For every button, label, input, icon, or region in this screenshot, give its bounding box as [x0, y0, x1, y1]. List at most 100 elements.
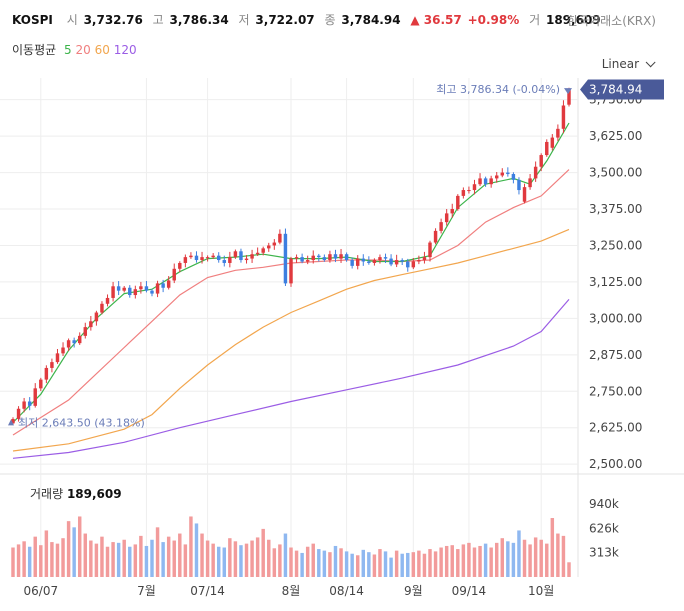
candle [545, 139, 549, 157]
candle-body [305, 260, 310, 262]
candle [339, 248, 343, 263]
candle [383, 253, 388, 263]
volume-bar [128, 546, 132, 577]
candle [406, 258, 410, 272]
candle [411, 258, 416, 270]
volume-bar [389, 557, 393, 577]
candle-body [355, 258, 360, 266]
volume-bar [289, 547, 293, 577]
candle [561, 100, 566, 134]
volume-bar [100, 536, 104, 577]
candle [522, 183, 527, 204]
price-tick-label: 2,500.00 [589, 457, 642, 471]
time-tick-label: 09/14 [452, 584, 487, 598]
volume-bar [439, 547, 443, 577]
candle [178, 261, 182, 273]
time-tick-label: 8월 [282, 584, 301, 598]
candle-body [461, 190, 466, 196]
candle [200, 251, 204, 264]
candle [533, 161, 538, 182]
volume-bar [161, 542, 165, 577]
candle [61, 342, 65, 356]
volume-panel-value: 189,609 [66, 487, 122, 501]
volume-panel-title: 거래량 [30, 487, 64, 501]
candle [228, 251, 232, 268]
candle [172, 263, 176, 284]
volume-bar [561, 535, 566, 577]
candle-body [261, 248, 265, 253]
volume-bar [178, 533, 182, 577]
volume-bar [194, 523, 199, 577]
volume-bar [239, 545, 243, 577]
volume-bar [461, 544, 466, 577]
candle [161, 279, 165, 293]
candle [294, 254, 299, 263]
candle-body [116, 286, 121, 291]
time-tick-label: 7월 [137, 584, 156, 598]
volume-bar [556, 533, 560, 577]
volume-bar [500, 538, 505, 577]
exchange-name: 한국거래소(KRX) [567, 14, 656, 28]
volume-bar [400, 553, 404, 577]
candle [222, 255, 227, 267]
volume-bar [50, 542, 54, 577]
candle [94, 310, 99, 326]
candle-body [472, 184, 477, 191]
volume-bar [355, 555, 360, 577]
candle-body [350, 260, 354, 266]
candle-body [489, 178, 493, 185]
moving-average-title: 이동평균 [12, 43, 57, 57]
volume-bar [83, 533, 88, 577]
high-annotation: 최고 3,786.34 (-0.04%) [436, 83, 560, 96]
candle-body [283, 233, 288, 284]
candle [89, 316, 93, 331]
scale-dropdown-label: Linear [601, 57, 639, 71]
last-price-badge [580, 79, 664, 100]
volume-bar [361, 549, 366, 577]
candle-body [111, 286, 115, 298]
candle-body [222, 260, 227, 263]
candle-body [372, 260, 377, 263]
volume-bar [205, 540, 210, 577]
ma120-legend[interactable]: 120 [113, 43, 137, 57]
candle [444, 209, 449, 226]
candle [355, 255, 360, 270]
volume-bar [216, 546, 221, 577]
ma60-legend[interactable]: 60 [94, 43, 110, 57]
scale-dropdown[interactable]: Linear [601, 57, 656, 71]
candle-body [33, 388, 37, 406]
candle-body [478, 178, 482, 185]
candle [205, 255, 210, 262]
candle-body [183, 257, 188, 263]
price-tick-label: 3,250.00 [589, 238, 642, 252]
volume-bar [456, 549, 460, 577]
candle [189, 252, 193, 259]
candle [111, 281, 115, 302]
candle-body [417, 260, 421, 262]
volume-bar [411, 552, 416, 577]
volume-bar [77, 516, 82, 577]
candle-body [433, 230, 438, 243]
candle [183, 254, 188, 268]
volume-bar [428, 549, 432, 577]
low-value: 3,722.07 [255, 13, 315, 27]
candle-body [194, 255, 199, 261]
volume-bar [255, 537, 260, 577]
candle-body [367, 261, 371, 263]
candle [194, 251, 199, 263]
candle [378, 254, 382, 264]
open-value: 3,732.76 [83, 13, 143, 27]
candle [483, 176, 488, 187]
candle [116, 281, 121, 296]
volume-bar [72, 527, 76, 577]
ma20-legend[interactable]: 20 [75, 43, 91, 57]
candle [83, 322, 88, 339]
candle-body [400, 260, 404, 262]
candle-body [545, 141, 549, 156]
candle-body [328, 254, 332, 261]
candle-body [89, 321, 93, 328]
candle-body [139, 286, 143, 290]
quote-summary: KOSPI 시 3,732.76 고 3,786.34 저 3,722.07 종… [12, 11, 607, 28]
ma5-legend[interactable]: 5 [64, 43, 72, 57]
